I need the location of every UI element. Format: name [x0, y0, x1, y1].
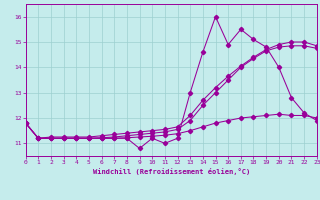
X-axis label: Windchill (Refroidissement éolien,°C): Windchill (Refroidissement éolien,°C)	[92, 168, 250, 175]
